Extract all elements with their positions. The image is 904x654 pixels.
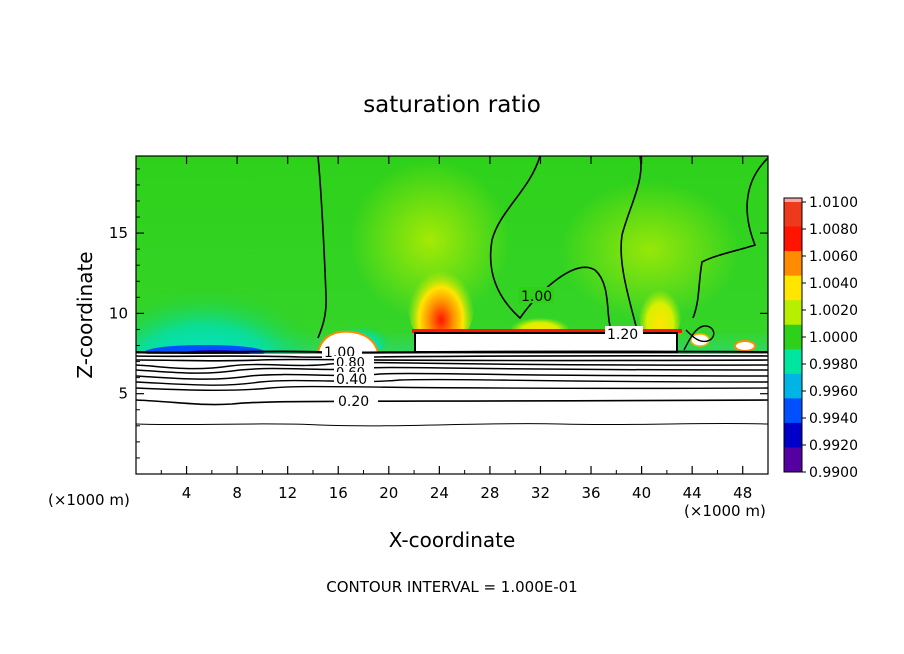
colorbar-label: 1.0040 — [809, 276, 858, 292]
x-tick-label: 4 — [182, 484, 192, 502]
x-axis-label: X-coordinate — [389, 528, 516, 552]
colorbar-label: 1.0000 — [809, 330, 858, 346]
x-axis: 4 8 12 16 20 24 28 32 36 40 44 48 — [160, 156, 752, 502]
x-tick-label: 24 — [430, 484, 449, 502]
plot-frame — [135, 155, 769, 475]
colorbar-label: 1.0080 — [809, 222, 858, 238]
contour-line — [683, 325, 715, 351]
plot-area: 1.00 1.20 1.00 0.80 0.60 0.40 0.20 — [136, 156, 768, 474]
colorbar-swatch — [784, 422, 802, 448]
x-tick-label: 48 — [733, 484, 752, 502]
y-axis-label: Z-coordinate — [73, 251, 97, 378]
contour-line — [317, 156, 327, 339]
colorbar-swatch — [784, 251, 802, 277]
colorbar-label: 1.0100 — [809, 195, 858, 211]
colorbar-swatch — [784, 349, 802, 375]
colorbar: 1.0100 1.0080 1.0060 1.0040 1.0020 1.0000 0.99… — [783, 195, 858, 481]
masked-cloud-left-rim — [317, 330, 379, 353]
warm-spot — [638, 276, 682, 344]
colorbar-label: 1.0020 — [809, 303, 858, 319]
masked-blob-mid — [690, 333, 710, 347]
colorbar-swatch — [784, 198, 802, 202]
x-unit-label-left: (×1000 m) — [48, 491, 130, 509]
y-tick-label: 5 — [118, 385, 128, 403]
light-green-region-right — [560, 180, 740, 320]
contour-label: 1.00 — [521, 289, 552, 305]
colorbar-label: 1.0060 — [809, 249, 858, 265]
x-tick-label: 32 — [531, 484, 550, 502]
x-tick-label: 12 — [278, 484, 297, 502]
masked-lower — [136, 354, 768, 474]
colorbar-frame — [783, 197, 803, 473]
masked-blob-right — [734, 340, 756, 352]
x-tick-label: 8 — [232, 484, 242, 502]
colorbar-swatch — [784, 398, 802, 424]
colorbar-swatch — [784, 202, 802, 228]
colorbar-swatch — [784, 324, 802, 350]
chart-title: saturation ratio — [363, 92, 541, 118]
colorbar-label: 0.9920 — [809, 438, 858, 454]
hot-spot — [407, 250, 475, 350]
x-tick-label: 40 — [632, 484, 651, 502]
x-tick-label: 28 — [480, 484, 499, 502]
x-unit-label-right: (×1000 m) — [684, 502, 766, 520]
contour-line — [620, 156, 642, 327]
x-tick-label: 36 — [581, 484, 600, 502]
contour-label: 0.20 — [338, 394, 369, 410]
contour-line — [489, 156, 613, 333]
contour-label: 0.40 — [336, 372, 367, 388]
colorbar-label: 0.9980 — [809, 357, 858, 373]
contour-interval-label: CONTOUR INTERVAL = 1.000E-01 — [326, 578, 577, 596]
colorbar-swatch — [784, 373, 802, 399]
x-tick-label: 20 — [379, 484, 398, 502]
red-rim — [412, 329, 682, 333]
colorbar-label: 0.9900 — [809, 465, 858, 481]
colorbar-swatch — [784, 226, 802, 252]
y-tick-label: 10 — [109, 304, 128, 322]
contour-line — [692, 157, 768, 319]
x-tick-label: 44 — [683, 484, 702, 502]
colorbar-swatch — [784, 300, 802, 326]
colorbar-swatch — [784, 275, 802, 301]
y-axis: 5 10 15 — [109, 168, 768, 459]
colorbar-label: 0.9940 — [809, 411, 858, 427]
contour-labels: 1.00 1.20 1.00 0.80 0.60 0.40 0.20 — [322, 287, 643, 410]
colorbar-swatch — [784, 447, 802, 473]
colorbar-label: 0.9960 — [809, 384, 858, 400]
contour-label: 1.20 — [607, 327, 638, 343]
x-tick-label: 16 — [329, 484, 348, 502]
y-tick-label: 15 — [109, 224, 128, 242]
